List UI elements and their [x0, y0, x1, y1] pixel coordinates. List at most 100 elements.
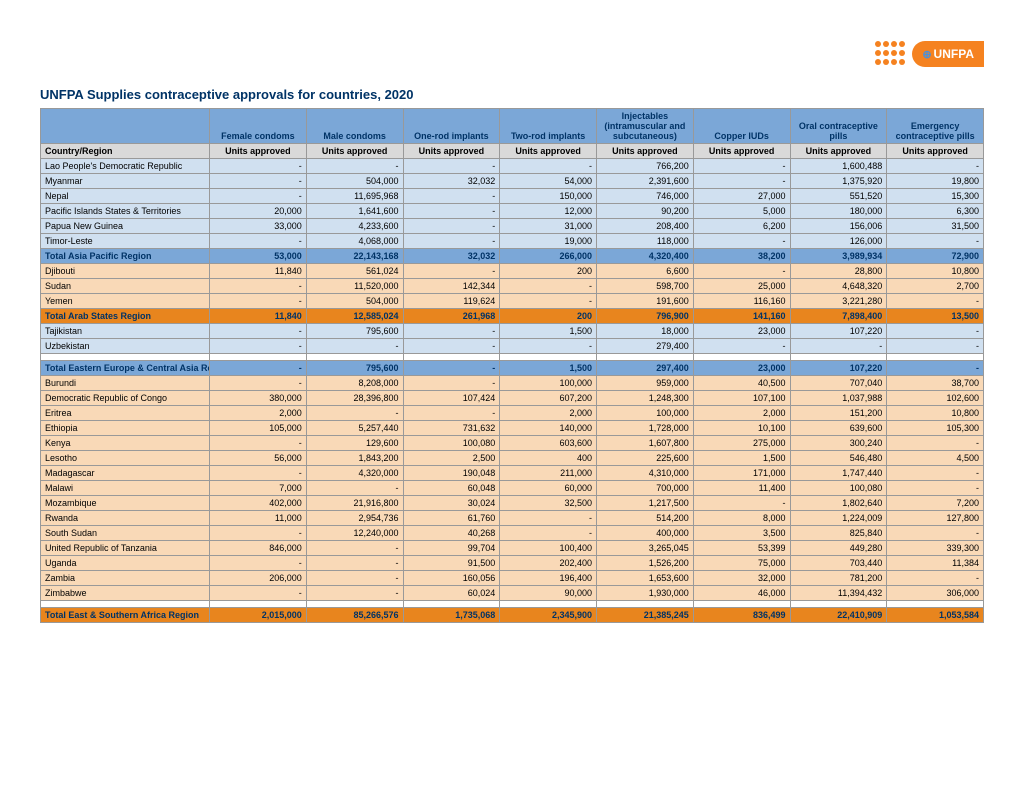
- value-cell: 1,375,920: [790, 174, 887, 189]
- table-row: Democratic Republic of Congo380,00028,39…: [41, 391, 984, 406]
- value-cell: -: [403, 406, 500, 421]
- value-cell: 60,000: [500, 481, 597, 496]
- value-cell: 2,954,736: [306, 511, 403, 526]
- value-cell: [887, 354, 984, 361]
- value-cell: [306, 354, 403, 361]
- value-cell: 795,600: [306, 361, 403, 376]
- table-row: [41, 601, 984, 608]
- value-cell: [597, 354, 694, 361]
- value-cell: 31,000: [500, 219, 597, 234]
- table-row: Uganda--91,500202,4001,526,20075,000703,…: [41, 556, 984, 571]
- value-cell: 105,000: [210, 421, 307, 436]
- table-row: Ethiopia105,0005,257,440731,632140,0001,…: [41, 421, 984, 436]
- value-cell: 38,700: [887, 376, 984, 391]
- value-cell: 10,800: [887, 264, 984, 279]
- header-units-0: Units approved: [210, 144, 307, 159]
- value-cell: 21,916,800: [306, 496, 403, 511]
- table-row: [41, 354, 984, 361]
- country-cell: Rwanda: [41, 511, 210, 526]
- table-row: United Republic of Tanzania846,000-99,70…: [41, 541, 984, 556]
- country-cell: United Republic of Tanzania: [41, 541, 210, 556]
- value-cell: -: [500, 294, 597, 309]
- value-cell: 60,024: [403, 586, 500, 601]
- value-cell: 107,220: [790, 324, 887, 339]
- table-row: Yemen-504,000119,624-191,600116,1603,221…: [41, 294, 984, 309]
- value-cell: 4,068,000: [306, 234, 403, 249]
- header-units-2: Units approved: [403, 144, 500, 159]
- value-cell: 20,000: [210, 204, 307, 219]
- value-cell: 142,344: [403, 279, 500, 294]
- value-cell: [500, 354, 597, 361]
- value-cell: 105,300: [887, 421, 984, 436]
- value-cell: [597, 601, 694, 608]
- value-cell: -: [210, 189, 307, 204]
- value-cell: 3,221,280: [790, 294, 887, 309]
- value-cell: 99,704: [403, 541, 500, 556]
- value-cell: 300,240: [790, 436, 887, 451]
- value-cell: 225,600: [597, 451, 694, 466]
- value-cell: -: [887, 466, 984, 481]
- table-row: Lesotho56,0001,843,2002,500400225,6001,5…: [41, 451, 984, 466]
- value-cell: 53,399: [693, 541, 790, 556]
- value-cell: 127,800: [887, 511, 984, 526]
- value-cell: -: [210, 361, 307, 376]
- value-cell: 196,400: [500, 571, 597, 586]
- value-cell: 140,000: [500, 421, 597, 436]
- value-cell: 107,220: [790, 361, 887, 376]
- value-cell: 1,224,009: [790, 511, 887, 526]
- value-cell: -: [887, 526, 984, 541]
- table-row: Zimbabwe--60,02490,0001,930,00046,00011,…: [41, 586, 984, 601]
- value-cell: 11,520,000: [306, 279, 403, 294]
- value-cell: -: [210, 466, 307, 481]
- value-cell: -: [403, 361, 500, 376]
- value-cell: 2,015,000: [210, 608, 307, 623]
- value-cell: 703,440: [790, 556, 887, 571]
- value-cell: -: [306, 571, 403, 586]
- value-cell: 10,100: [693, 421, 790, 436]
- globe-icon: ⊕: [922, 49, 931, 61]
- value-cell: 32,000: [693, 571, 790, 586]
- country-cell: Myanmar: [41, 174, 210, 189]
- value-cell: 54,000: [500, 174, 597, 189]
- value-cell: 1,728,000: [597, 421, 694, 436]
- header-male-condoms: Male condoms: [306, 109, 403, 144]
- value-cell: 639,600: [790, 421, 887, 436]
- value-cell: 1,526,200: [597, 556, 694, 571]
- value-cell: 107,424: [403, 391, 500, 406]
- table-row: Tajikistan-795,600-1,50018,00023,000107,…: [41, 324, 984, 339]
- value-cell: 4,320,000: [306, 466, 403, 481]
- table-row: Djibouti11,840561,024-2006,600-28,80010,…: [41, 264, 984, 279]
- table-row: Malawi7,000-60,04860,000700,00011,400100…: [41, 481, 984, 496]
- country-cell: Ethiopia: [41, 421, 210, 436]
- value-cell: 19,000: [500, 234, 597, 249]
- value-cell: 75,000: [693, 556, 790, 571]
- value-cell: 32,500: [500, 496, 597, 511]
- value-cell: -: [306, 586, 403, 601]
- value-cell: -: [500, 339, 597, 354]
- table-row: Myanmar-504,00032,03254,0002,391,600-1,3…: [41, 174, 984, 189]
- value-cell: 8,208,000: [306, 376, 403, 391]
- value-cell: [210, 601, 307, 608]
- value-cell: 200: [500, 264, 597, 279]
- value-cell: 275,000: [693, 436, 790, 451]
- value-cell: -: [210, 294, 307, 309]
- value-cell: 5,000: [693, 204, 790, 219]
- country-cell: Yemen: [41, 294, 210, 309]
- value-cell: 211,000: [500, 466, 597, 481]
- country-cell: Burundi: [41, 376, 210, 391]
- value-cell: 100,000: [597, 406, 694, 421]
- value-cell: 12,000: [500, 204, 597, 219]
- value-cell: 8,000: [693, 511, 790, 526]
- value-cell: 33,000: [210, 219, 307, 234]
- header-units-5: Units approved: [693, 144, 790, 159]
- value-cell: 208,400: [597, 219, 694, 234]
- table-row: Nepal-11,695,968-150,000746,00027,000551…: [41, 189, 984, 204]
- value-cell: 90,200: [597, 204, 694, 219]
- value-cell: -: [403, 339, 500, 354]
- country-cell: Eritrea: [41, 406, 210, 421]
- value-cell: 56,000: [210, 451, 307, 466]
- value-cell: -: [210, 376, 307, 391]
- value-cell: 4,310,000: [597, 466, 694, 481]
- country-cell: Papua New Guinea: [41, 219, 210, 234]
- value-cell: 607,200: [500, 391, 597, 406]
